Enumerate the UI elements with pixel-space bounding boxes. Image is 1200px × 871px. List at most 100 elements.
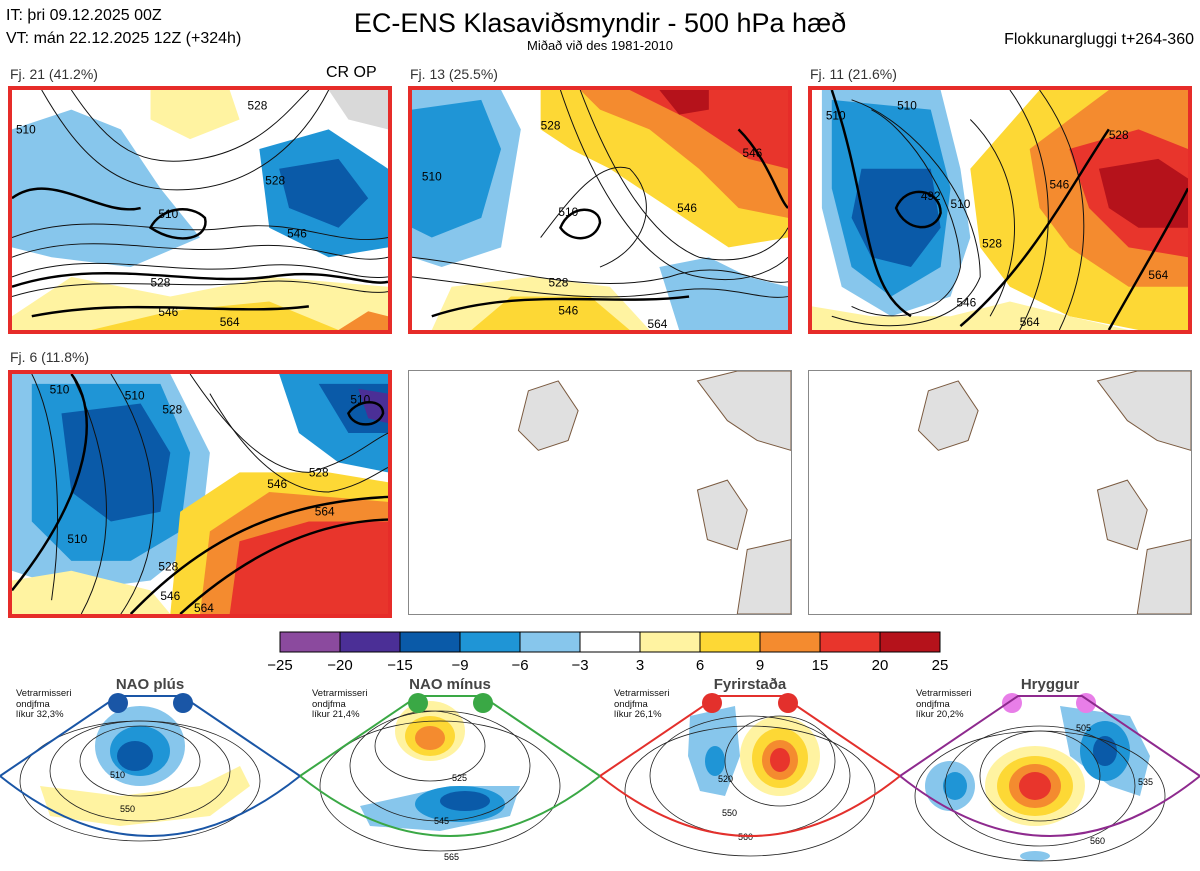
regime-nao-plus: NAO plús Vetrarmisseri ondjfma líkur 32,… [0,676,300,871]
cluster-map-6-empty [808,370,1192,615]
cluster-window: Flokkunargluggi t+264-360 [1004,31,1194,48]
regime-info: Vetrarmisseri ondjfma líkur 26,1% [614,688,669,721]
colorbar-segment [399,631,461,653]
p1-label-2: 528 [265,173,285,187]
regime-map: 505 535 560 [900,693,1200,862]
p4-label-7: 510 [67,532,87,546]
cluster-label-1: Fj. 21 (41.2%) [10,66,98,82]
regime-season: Vetrarmisseri [916,688,972,699]
colorbar-segment [759,631,821,653]
regime-name: Fyrirstaða [713,676,787,693]
cluster-map-3-plot: 510 510 528 492 510 528 546 564 546 564 [812,90,1188,330]
colorbar-tick-label: 3 [636,657,644,674]
colorbar-tick-label: 15 [812,657,829,674]
cluster-map-5-landmask [517,371,791,614]
p4-label-2: 528 [162,402,182,416]
cluster-map-1: 510 528 528 510 546 528 546 564 [8,86,392,334]
regime-probability: líkur 21,4% [312,709,360,720]
cluster-map-2-plot: 528 510 546 510 546 528 546 564 [412,90,788,330]
regime-label-1: 550 [722,808,737,818]
p2-label-6: 546 [558,303,578,317]
regime-months: ondjfma [312,698,346,710]
p3-label-0: 510 [826,109,846,123]
colorbar-tick-label: 9 [756,657,764,674]
regime-label-0: 505 [1076,723,1091,733]
regime-name: NAO plús [115,676,185,693]
page-title: EC-ENS Klasaviðsmyndir - 500 hPa hæð [353,8,847,38]
regime-name: NAO mínus [409,676,491,693]
p2-label-2: 546 [742,146,762,160]
cluster-map-3: 510 510 528 492 510 528 546 564 546 564 [808,86,1192,334]
p4-label-8: 528 [158,560,178,574]
colorbar-tick-label: 6 [696,657,704,674]
p2-label-5: 528 [549,276,569,290]
p2-label-7: 564 [647,317,667,330]
p4-label-1: 510 [125,389,145,403]
cluster-map-6-landmask [917,371,1191,614]
regime-label-2: 560 [738,832,753,842]
p1-label-0: 510 [16,122,36,136]
regime-label-2: 565 [444,852,459,862]
colorbar-segment [339,631,401,653]
colorbar-segment [579,631,641,653]
p3-label-3: 492 [921,189,941,203]
regime-season: Vetrarmisseri [312,688,368,699]
colorbar-tick-label: 25 [932,657,949,674]
p3-label-6: 546 [1049,177,1069,191]
p3-label-8: 546 [956,295,976,309]
p4-label-5: 546 [267,477,287,491]
regime-label-2: 560 [1090,836,1105,846]
p4-label-9: 546 [160,589,180,603]
colorbar-tick-label: −9 [451,657,468,674]
page-subtitle: Miðað við des 1981-2010 [527,38,673,53]
p2-label-1: 510 [422,170,442,184]
colorbar-tick-label: −20 [327,657,352,674]
run-info: IT: þri 09.12.2025 00Z VT: mán 22.12.202… [6,4,241,50]
p1-label-5: 528 [151,276,171,290]
colorbar-tick-label: −15 [387,657,412,674]
regime-label-1: 545 [434,816,449,826]
valid-time: VT: mán 22.12.2025 12Z (+324h) [6,30,242,47]
p2-label-0: 528 [541,118,561,132]
colorbar-segment [879,631,941,653]
regime-ridge: Hryggur Vetrarmisseri ondjfma líkur 20,2… [900,676,1200,871]
regime-label-0: 525 [452,773,467,783]
regime-nao-minus: NAO mínus Vetrarmisseri ondjfma líkur 21… [300,676,600,871]
p1-label-7: 564 [220,315,240,329]
colorbar-tick-label: 20 [872,657,889,674]
p3-label-1: 510 [897,99,917,113]
colorbar-tick-label: −25 [267,657,292,674]
regime-season: Vetrarmisseri [16,688,72,699]
p3-label-2: 528 [1109,128,1129,142]
p3-label-9: 564 [1020,315,1040,329]
regime-label-0: 510 [110,770,125,780]
p3-label-5: 528 [982,236,1002,250]
cluster-label-3: Fj. 11 (21.6%) [810,66,897,82]
colorbar-segment [819,631,881,653]
cluster-map-1-plot: 510 528 528 510 546 528 546 564 [12,90,388,330]
regime-months: ondjfma [614,698,648,710]
cluster-map-4-plot: 510 510 528 510 528 546 564 510 528 546 … [12,374,388,614]
regime-info: Vetrarmisseri ondjfma líkur 20,2% [916,688,972,721]
p4-label-4: 528 [309,465,329,479]
regime-probability: líkur 32,3% [16,709,64,720]
p2-label-3: 510 [558,205,578,219]
p4-label-0: 510 [50,383,70,397]
regime-map: 510 550 [0,693,300,842]
regime-blocking: Fyrirstaða Vetrarmisseri ondjfma líkur 2… [600,676,900,871]
regime-info: Vetrarmisseri ondjfma líkur 21,4% [312,688,368,721]
p4-label-10: 564 [194,601,214,614]
p4-label-3: 510 [350,393,370,407]
cluster-label-2: Fj. 13 (25.5%) [410,66,498,82]
cluster-map-4: 510 510 528 510 528 546 564 510 528 546 … [8,370,392,618]
p1-label-3: 510 [158,207,178,221]
colorbar-tick-label: −6 [511,657,528,674]
regime-label-0: 520 [718,774,733,784]
initial-time: IT: þri 09.12.2025 00Z [6,7,162,24]
p3-label-4: 510 [951,197,971,211]
regime-name: Hryggur [1020,676,1080,693]
cluster-map-2: 528 510 546 510 546 528 546 564 [408,86,792,334]
regime-label-1: 535 [1138,777,1153,787]
regime-months: ondjfma [16,698,50,710]
colorbar-segment [279,631,341,653]
